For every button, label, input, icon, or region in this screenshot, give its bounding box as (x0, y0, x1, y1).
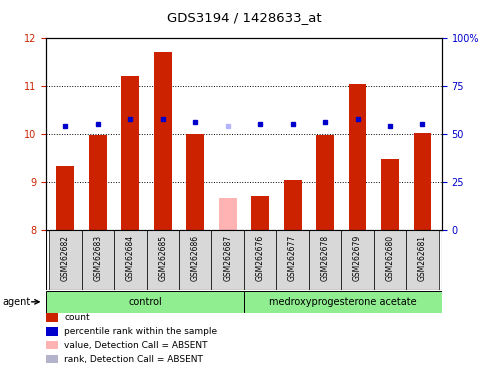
Text: GSM262685: GSM262685 (158, 235, 167, 281)
Bar (284, 180, 301, 230)
Bar (154, 52, 171, 230)
Bar (374, 230, 406, 290)
Bar (309, 230, 341, 290)
Bar (212, 230, 244, 290)
Bar (179, 230, 212, 290)
Bar (114, 230, 146, 290)
Bar (413, 134, 431, 230)
Bar (219, 198, 237, 230)
Text: GSM262677: GSM262677 (288, 235, 297, 281)
Bar (186, 134, 204, 230)
Bar (349, 84, 367, 230)
Bar (244, 291, 442, 313)
Bar (251, 196, 269, 230)
Bar (244, 230, 276, 290)
Bar (46, 291, 244, 313)
Text: GSM262678: GSM262678 (321, 235, 329, 281)
Text: agent: agent (2, 297, 30, 307)
Bar (49, 230, 82, 290)
Text: value, Detection Call = ABSENT: value, Detection Call = ABSENT (64, 341, 208, 350)
Text: GSM262676: GSM262676 (256, 235, 265, 281)
Bar (89, 135, 107, 230)
Bar (146, 230, 179, 290)
Text: GDS3194 / 1428633_at: GDS3194 / 1428633_at (167, 11, 321, 24)
Text: count: count (64, 313, 90, 322)
Text: percentile rank within the sample: percentile rank within the sample (64, 327, 217, 336)
Bar (406, 230, 439, 290)
Text: control: control (128, 297, 162, 307)
Bar (57, 166, 74, 230)
Text: GSM262680: GSM262680 (385, 235, 395, 281)
Bar (121, 76, 139, 230)
Text: GSM262684: GSM262684 (126, 235, 135, 281)
Bar (341, 230, 374, 290)
Text: GSM262686: GSM262686 (191, 235, 199, 281)
Bar (381, 159, 399, 230)
Bar (316, 135, 334, 230)
Text: GSM262687: GSM262687 (223, 235, 232, 281)
Text: GSM262681: GSM262681 (418, 235, 427, 281)
Text: GSM262679: GSM262679 (353, 235, 362, 281)
Text: GSM262682: GSM262682 (61, 235, 70, 281)
Text: medroxyprogesterone acetate: medroxyprogesterone acetate (269, 297, 417, 307)
Bar (276, 230, 309, 290)
Text: rank, Detection Call = ABSENT: rank, Detection Call = ABSENT (64, 354, 203, 364)
Bar (82, 230, 114, 290)
Text: GSM262683: GSM262683 (93, 235, 102, 281)
